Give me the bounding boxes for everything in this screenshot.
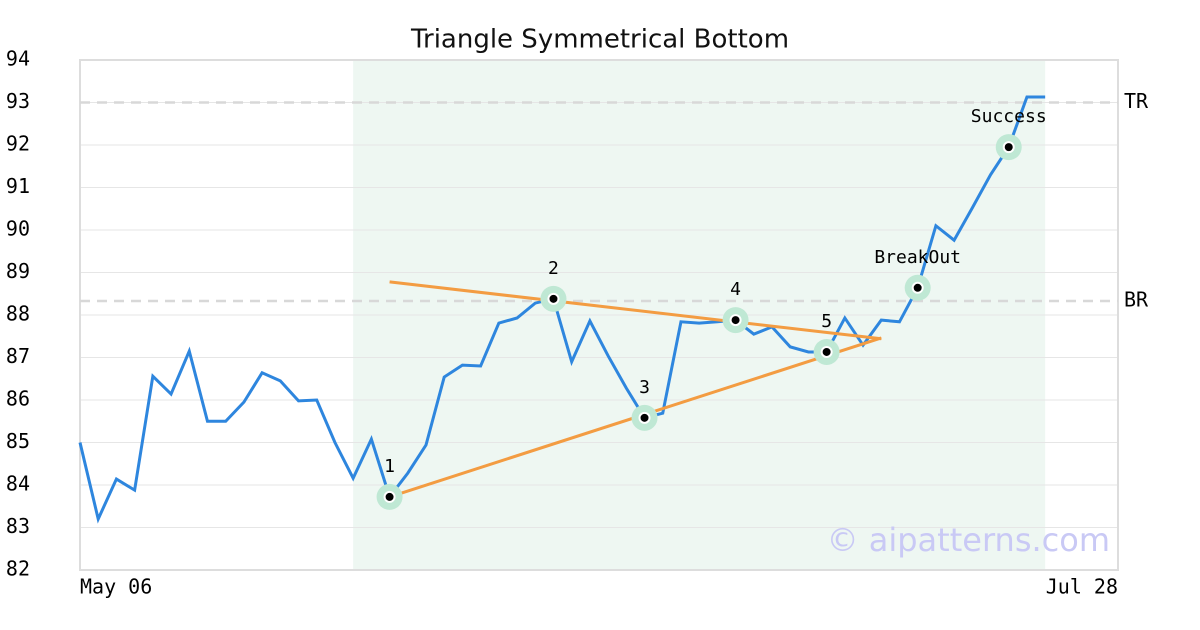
- point-marker: [383, 490, 396, 503]
- watermark: © aipatterns.com: [827, 521, 1110, 559]
- level-label: TR: [1124, 89, 1149, 113]
- point-label: 1: [384, 456, 395, 477]
- y-tick-label: 92: [6, 132, 30, 156]
- point-label: 4: [730, 279, 741, 300]
- y-tick-label: 91: [6, 174, 30, 198]
- y-tick-label: 83: [6, 514, 30, 538]
- chart-title: Triangle Symmetrical Bottom: [410, 25, 789, 55]
- y-tick-label: 84: [6, 472, 30, 496]
- price-line: [78, 95, 1046, 524]
- y-tick-label: 93: [6, 89, 30, 113]
- point-marker: [547, 292, 560, 305]
- point-label: BreakOut: [874, 247, 961, 268]
- level-label: BR: [1124, 287, 1149, 311]
- y-tick-label: 87: [6, 344, 30, 368]
- y-tick-label: 88: [6, 302, 30, 326]
- y-tick-label: 86: [6, 387, 30, 411]
- point-marker: [729, 314, 742, 327]
- y-tick-label: 94: [6, 47, 30, 71]
- x-tick-label: Jul 28: [1046, 575, 1118, 599]
- point-label: 3: [639, 377, 650, 398]
- y-tick-label: 82: [6, 557, 30, 581]
- point-label: 2: [548, 258, 559, 279]
- point-marker: [911, 281, 924, 294]
- point-marker: [638, 411, 651, 424]
- point-marker: [820, 345, 833, 358]
- point-marker: [1002, 141, 1015, 154]
- trend-line: [389, 280, 882, 341]
- point-label: Success: [971, 106, 1047, 127]
- y-tick-label: 85: [6, 429, 30, 453]
- x-tick-label: May 06: [80, 575, 152, 599]
- point-label: 5: [821, 311, 832, 332]
- y-tick-label: 89: [6, 259, 30, 283]
- plot-frame: [79, 59, 1119, 571]
- y-tick-label: 90: [6, 217, 30, 241]
